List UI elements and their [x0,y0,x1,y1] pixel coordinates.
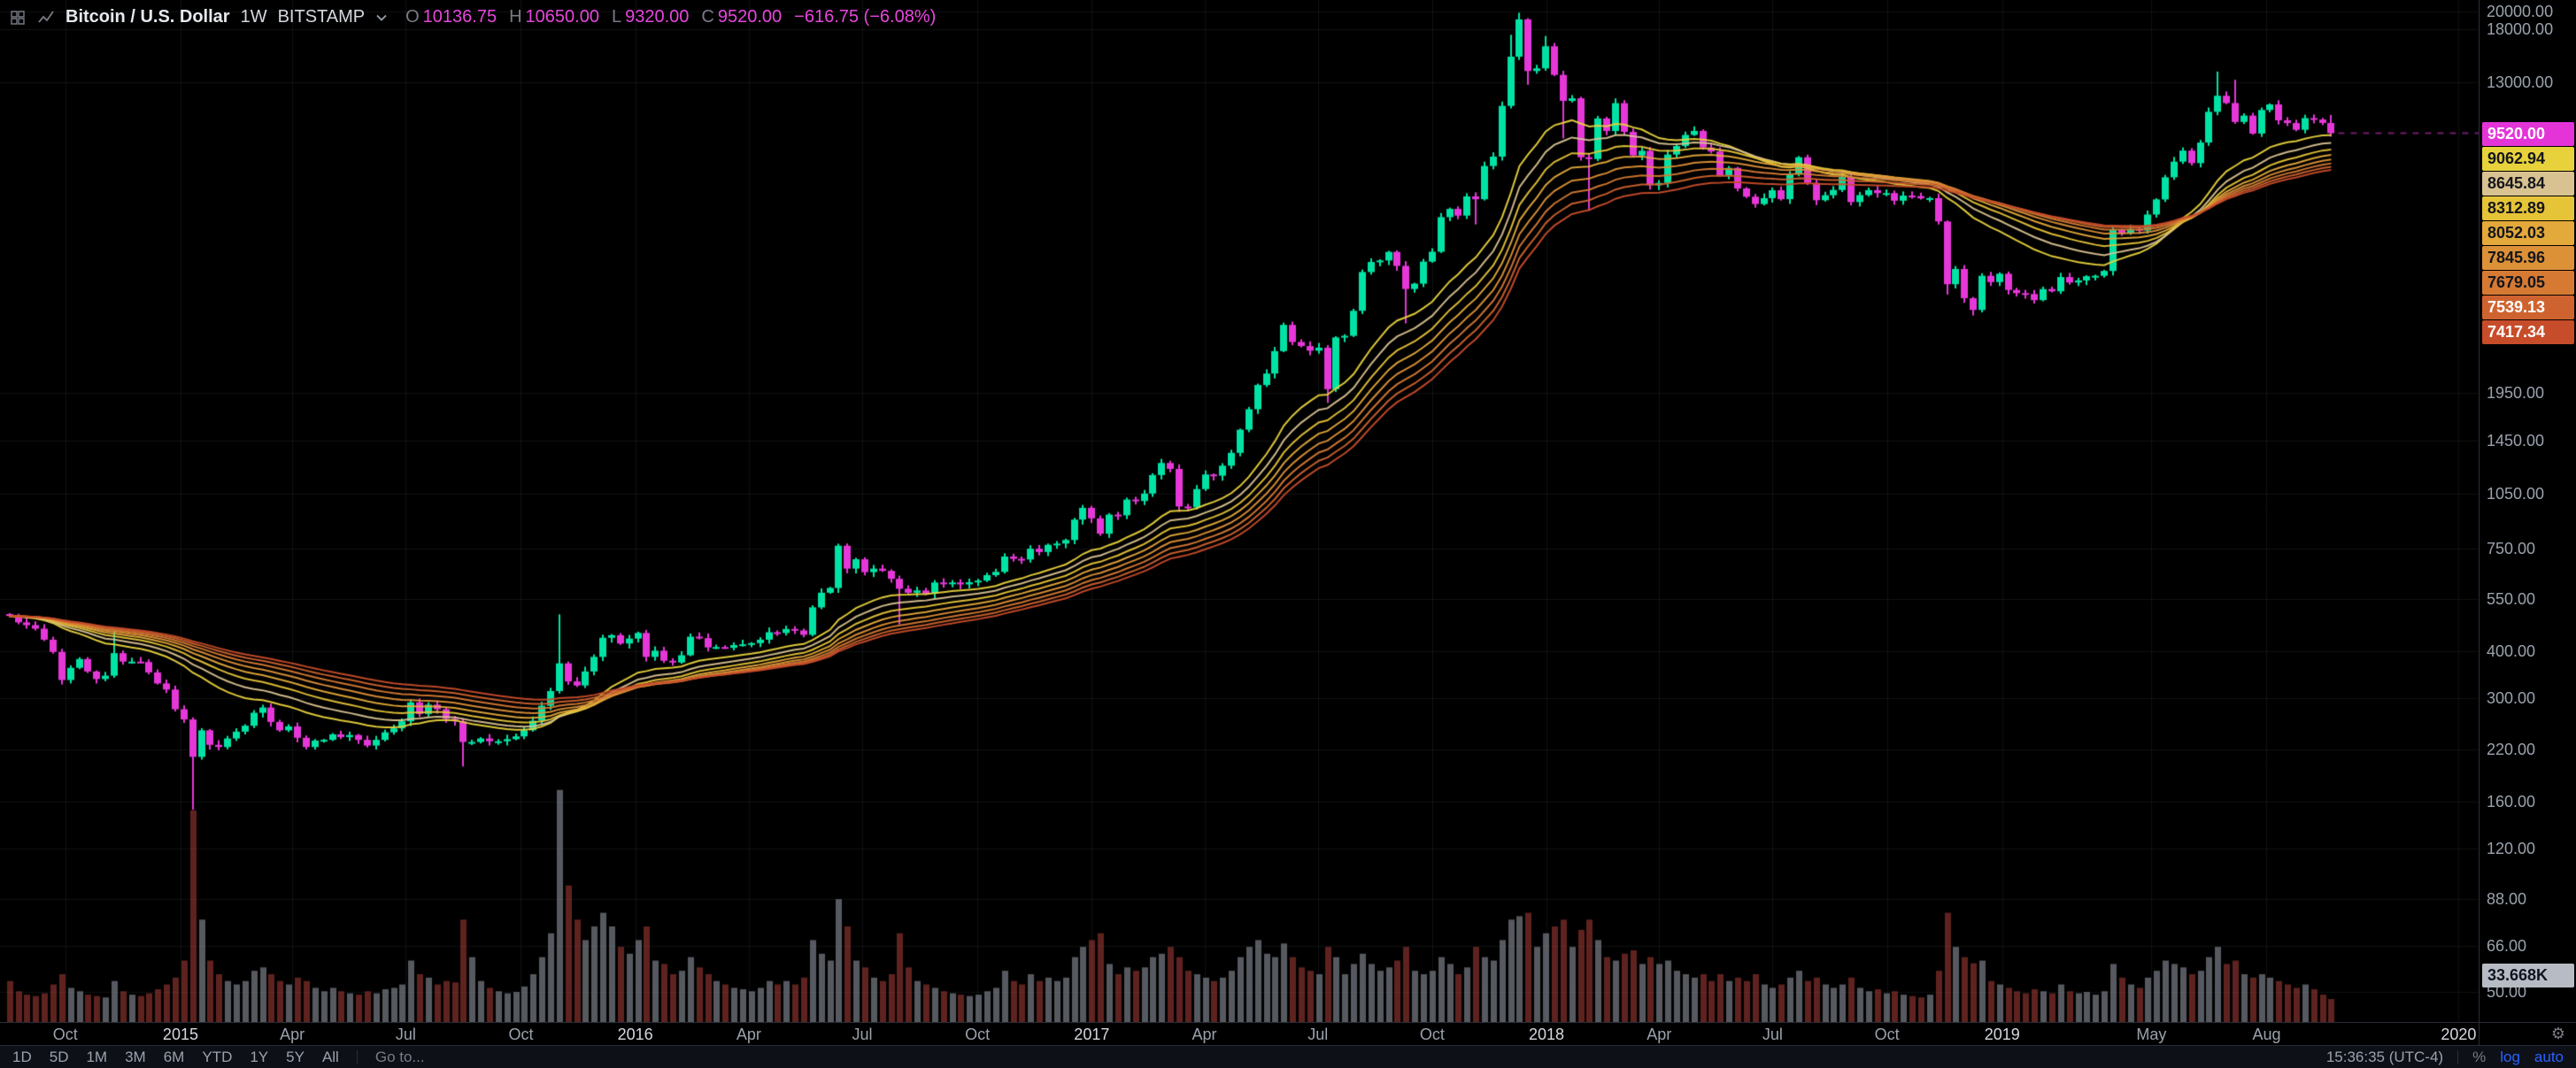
time-axis-label: Apr [736,1026,761,1043]
log-scale-button[interactable]: log [2500,1048,2520,1065]
time-axis-label: 2020 [2441,1026,2477,1043]
chevron-down-icon[interactable] [375,13,388,22]
clock-timezone-button[interactable]: 15:36:35 (UTC-4) [2325,1048,2444,1065]
auto-scale-button[interactable]: auto [2534,1048,2564,1065]
price-tick-label: 66.00 [2487,937,2527,956]
time-axis-label: Oct [508,1026,534,1043]
price-tick-label: 300.00 [2487,689,2536,708]
interval-label[interactable]: 1W [240,7,267,27]
range-button-1y[interactable]: 1Y [250,1048,269,1065]
time-axis-label: Jul [395,1026,416,1043]
time-axis-label: Aug [2252,1026,2281,1043]
change-readout: −616.75 (−6.08%) [794,7,937,27]
ma-ribbon-price-label-4: 8052.03 [2482,220,2574,245]
time-axis-label: Apr [1647,1026,1672,1043]
toolbar-divider [356,1049,358,1064]
price-tick-label: 88.00 [2487,890,2527,909]
time-axis-label: Jul [1762,1026,1783,1043]
time-axis-label: Jul [1307,1026,1329,1043]
range-button-5d[interactable]: 5D [49,1048,69,1065]
time-axis-label: 2017 [1074,1026,1110,1043]
chart-plot-area[interactable]: Bitcoin / U.S. Dollar 1W BITSTAMP O 10136… [0,0,2479,1022]
high-label: H [509,7,522,27]
ma-ribbon-price-label-8: 7417.34 [2482,319,2574,344]
range-toolbar: 1D 5D 1M 3M 6M YTD 1Y 5Y All Go to... [12,1049,425,1066]
open-label: O [405,7,420,27]
chart-legend: Bitcoin / U.S. Dollar 1W BITSTAMP O 10136… [9,7,936,27]
price-tick-label: 220.00 [2487,740,2536,758]
time-axis-label: Apr [280,1026,305,1043]
exchange-label[interactable]: BITSTAMP [277,7,366,27]
toolbar-divider [2457,1049,2459,1064]
range-button-1m[interactable]: 1M [86,1048,108,1065]
ma-ribbon-price-label-7: 7539.13 [2482,295,2574,319]
price-tick-label: 1450.00 [2487,432,2545,450]
axis-corner: ⚙ [2479,1022,2576,1045]
range-button-5y[interactable]: 5Y [286,1048,305,1065]
price-tick-label: 550.00 [2487,590,2536,609]
price-axis[interactable]: 20000.00 18000.00 13000.00 1950.00 1450.00 10… [2479,0,2576,1022]
low-value: 9320.00 [625,7,690,27]
ma-ribbon-price-label-6: 7679.05 [2482,270,2574,295]
layout-grid-icon[interactable] [9,9,27,27]
price-tick-label: 18000.00 [2487,19,2554,38]
time-axis[interactable]: Oct 2015 Apr Jul Oct 2016 Apr Jul Oct 2017 Apr Jul O… [0,1022,2479,1046]
ma-ribbon-price-label-3: 8312.89 [2482,196,2574,220]
range-button-ytd[interactable]: YTD [202,1048,233,1065]
time-axis-label: Oct [1874,1026,1900,1043]
close-value: 9520.00 [717,7,783,27]
ma-ribbon-price-label-5: 7845.96 [2482,245,2574,270]
current-price-label: 9520.00 [2482,121,2574,146]
volume-axis-label: 33.668K [2482,964,2574,988]
high-value: 10650.00 [525,7,599,27]
bottom-toolbar: 1D 5D 1M 3M 6M YTD 1Y 5Y All Go to... 15:36:35 (… [0,1045,2576,1068]
scale-toolbar: 15:36:35 (UTC-4) % log auto [2326,1049,2564,1066]
range-button-3m[interactable]: 3M [125,1048,146,1065]
ohlc-readout: O 10136.75 H 10650.00 L 9320.00 C 9520.00 −6… [405,7,936,27]
range-button-1d[interactable]: 1D [12,1048,32,1065]
time-axis-label: 2018 [1529,1026,1565,1043]
price-tick-label: 20000.00 [2487,3,2554,21]
time-axis-label: 2015 [162,1026,198,1043]
price-tick-label: 1050.00 [2487,484,2545,503]
price-tick-label: 1950.00 [2487,383,2545,402]
open-value: 10136.75 [422,7,497,27]
chart-series-icon[interactable] [37,9,55,27]
ma-ribbon-price-label-1: 9062.94 [2482,146,2574,171]
price-chart-canvas[interactable] [0,0,2479,1022]
time-axis-label: Oct [1419,1026,1445,1043]
time-axis-label: 2016 [617,1026,653,1043]
symbol-title[interactable]: Bitcoin / U.S. Dollar [66,7,230,27]
time-axis-label: Oct [965,1026,991,1043]
time-axis-label: Apr [1192,1026,1217,1043]
time-axis-label: Oct [52,1026,78,1043]
price-tick-label: 750.00 [2487,540,2536,558]
price-tick-label: 160.00 [2487,792,2536,811]
price-tick-label: 400.00 [2487,642,2536,661]
range-button-6m[interactable]: 6M [163,1048,185,1065]
time-axis-label: May [2136,1026,2167,1043]
close-label: C [701,7,714,27]
time-axis-label: Jul [852,1026,873,1043]
time-axis-label: 2019 [1984,1026,2020,1043]
price-tick-label: 120.00 [2487,839,2536,857]
ma-ribbon-price-label-2: 8645.84 [2482,171,2574,196]
low-label: L [611,7,622,27]
goto-button[interactable]: Go to... [374,1048,425,1065]
price-tick-label: 13000.00 [2487,73,2554,91]
range-button-all[interactable]: All [321,1048,339,1065]
percent-scale-button[interactable]: % [2472,1048,2487,1065]
range-buttons: 1D 5D 1M 3M 6M YTD 1Y 5Y All [12,1049,339,1066]
gear-icon[interactable]: ⚙ [2550,1025,2565,1042]
